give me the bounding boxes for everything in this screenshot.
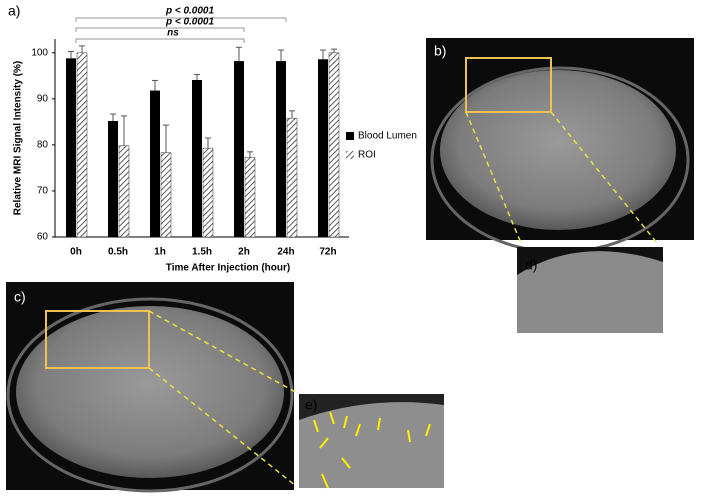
panel-label: c) <box>14 289 26 305</box>
annotation: p < 0.0001 <box>165 17 215 28</box>
zoom-line <box>465 111 522 244</box>
bar <box>108 120 118 237</box>
bar <box>118 145 130 238</box>
x-tick-label: 72h <box>319 247 336 258</box>
bar <box>328 52 340 238</box>
mri-edge <box>299 394 444 420</box>
y-axis-title: Relative MRI Signal Intensity (%) <box>13 61 24 215</box>
y-tick-label: 60 <box>37 232 49 243</box>
x-tick-label: 0h <box>70 247 82 258</box>
bar <box>286 117 298 238</box>
panel-label: a) <box>8 3 20 19</box>
zoom-box <box>465 57 552 113</box>
y-tick-label: 80 <box>37 140 49 151</box>
panel-label: d) <box>525 257 537 273</box>
legend-swatch <box>346 151 354 159</box>
x-tick-label: 1.5h <box>192 247 212 258</box>
y-tick-label: 70 <box>37 186 49 197</box>
skull <box>6 297 294 493</box>
mri-edge <box>517 247 663 275</box>
zoom-line <box>550 111 658 244</box>
arrows <box>313 411 431 489</box>
x-tick-label: 0.5h <box>108 247 128 258</box>
panel-label: e) <box>305 397 317 413</box>
bar <box>202 147 214 238</box>
annotation: p < 0.0001 <box>165 6 215 17</box>
bar <box>150 90 160 238</box>
x-tick-label: 24h <box>277 247 294 258</box>
bar <box>318 59 328 237</box>
y-tick-label: 100 <box>31 47 48 58</box>
bar <box>234 61 244 237</box>
bracket <box>75 38 245 43</box>
x-tick-label: 2h <box>238 247 250 258</box>
y-tick-label: 90 <box>37 94 49 105</box>
annotation: ns <box>167 28 179 39</box>
x-tick-label: 1h <box>154 247 166 258</box>
brain <box>16 306 284 478</box>
bar <box>66 58 76 237</box>
bar <box>276 61 286 237</box>
zoom-line <box>148 367 297 487</box>
bar <box>160 152 172 238</box>
legend-label: Blood Lumen <box>358 131 417 142</box>
bar <box>76 52 88 238</box>
brain <box>440 70 676 230</box>
legend-label: ROI <box>358 150 376 161</box>
zoom-box <box>45 310 150 369</box>
bracket <box>75 17 287 22</box>
panel-label: b) <box>434 43 446 59</box>
bar <box>192 79 202 238</box>
zoom-line <box>148 310 300 395</box>
x-axis-title: Time After Injection (hour) <box>166 263 290 274</box>
bracket <box>75 27 245 32</box>
bar <box>244 157 256 238</box>
legend-swatch <box>346 132 354 140</box>
